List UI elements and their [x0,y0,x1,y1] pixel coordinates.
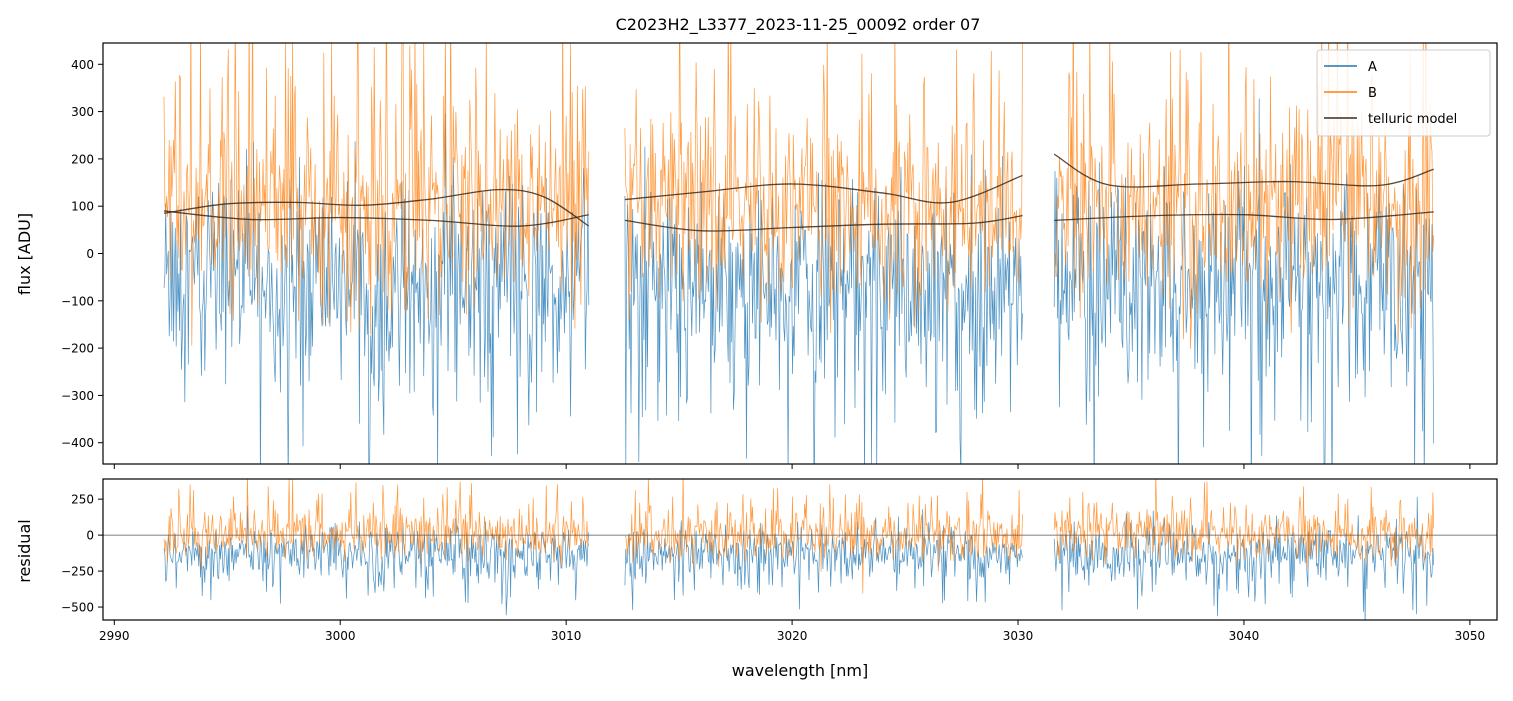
flux-ytick-label: 0 [86,247,94,261]
residual-xtick-label: 2990 [99,629,130,643]
flux-ytick-label: 400 [71,58,94,72]
flux-series-B [163,43,1435,349]
telluric-curve-2 [624,174,1023,204]
residual-ytick-label: −500 [61,601,94,615]
residual-axes-frame [102,478,1498,621]
residual-ytick-label: −250 [61,565,94,579]
flux-ytick-label: 300 [71,105,94,119]
flux-series-A [163,98,1435,464]
telluric-curve-0 [163,188,590,227]
residual-series-A [163,496,1435,620]
telluric-curve-5 [1054,211,1434,222]
legend: A B telluric model [1316,49,1491,137]
residual-xtick-label: 3050 [1455,629,1486,643]
flux-ytick-label: −100 [61,294,94,308]
flux-panel: −400 −300 −200 −100 0 100 200 300 400 flux [ADU]… [15,42,1498,469]
residual-series-B [163,479,1435,594]
residual-xtick-label: 3010 [551,629,582,643]
flux-ylabel: flux [ADU] [15,213,34,295]
residual-xtick-label: 3000 [325,629,356,643]
residual-panel: −500 −250 0 250 2990 3000 3010 3020 3030 3040 305… [15,478,1498,680]
residual-ytick-label: 250 [71,493,94,507]
flux-ytick-label: −300 [61,389,94,403]
residual-xtick-label: 3020 [777,629,808,643]
flux-ytick-label: 100 [71,200,94,214]
legend-label-B: B [1368,86,1377,101]
flux-ytick-label: 200 [71,152,94,166]
residual-ylabel: residual [15,519,34,582]
telluric-curve-1 [163,210,589,227]
legend-label-A: A [1368,60,1377,75]
residual-xtick-label: 3040 [1229,629,1260,643]
telluric-curve-4 [1053,153,1434,188]
residual-xtick-label: 3030 [1003,629,1034,643]
flux-ytick-label: −200 [61,342,94,356]
telluric-curve-3 [624,215,1023,232]
residual-ytick-label: 0 [86,529,94,543]
xlabel: wavelength [nm] [732,661,869,680]
chart-title: C2023H2_L3377_2023-11-25_00092 order 07 [616,15,981,35]
flux-ytick-label: −400 [61,436,94,450]
legend-frame [1316,49,1491,137]
legend-label-telluric: telluric model [1368,112,1457,127]
